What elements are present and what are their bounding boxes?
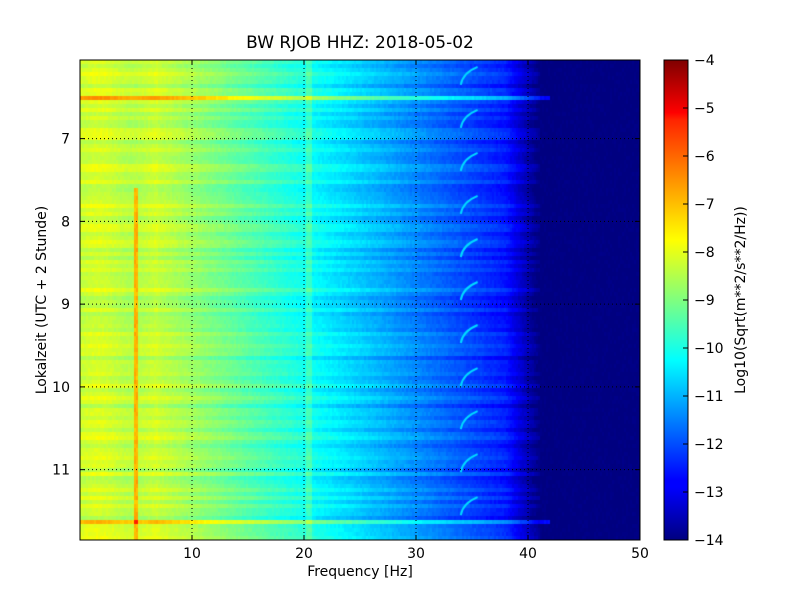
x-tick-label: 30 bbox=[407, 546, 425, 562]
spectrogram-heatmap bbox=[80, 60, 640, 540]
x-tick-label: 50 bbox=[631, 546, 649, 562]
heatmap-image bbox=[80, 60, 640, 540]
colorbar-tick-label: −9 bbox=[694, 293, 715, 309]
y-tick-label: 8 bbox=[61, 214, 70, 230]
grid-lines bbox=[80, 60, 640, 540]
colorbar-tick-label: −13 bbox=[694, 485, 724, 501]
y-axis-label: Lokalzeit (UTC + 2 Stunde) bbox=[34, 206, 50, 395]
x-tick-label: 40 bbox=[519, 546, 537, 562]
colorbar: −4 −5 −6 −7 −8 −9 −10 −11 −12 −13 −14 bbox=[663, 53, 724, 549]
plot-area: 10 20 30 40 50 7 8 9 10 11 bbox=[52, 59, 649, 562]
colorbar-tick-label: −4 bbox=[694, 53, 715, 69]
colorbar-tick-label: −10 bbox=[694, 341, 724, 357]
colorbar-ticks: −4 −5 −6 −7 −8 −9 −10 −11 −12 −13 −14 bbox=[683, 53, 724, 549]
y-tick-label: 7 bbox=[61, 132, 70, 148]
y-axis-ticks: 7 8 9 10 11 bbox=[52, 132, 640, 479]
colorbar-tick-label: −12 bbox=[694, 437, 724, 453]
x-axis-label: Frequency [Hz] bbox=[307, 564, 413, 580]
colorbar-label: Log10(Sqrt(m**2/s**2/Hz)) bbox=[733, 206, 749, 394]
chart-title: BW RJOB HHZ: 2018-05-02 bbox=[246, 33, 474, 53]
colorbar-tick-label: −5 bbox=[694, 101, 715, 117]
colorbar-tick-label: −6 bbox=[694, 149, 715, 165]
x-tick-label: 10 bbox=[183, 546, 201, 562]
colorbar-tick-label: −11 bbox=[694, 389, 724, 405]
y-tick-label: 9 bbox=[61, 297, 70, 313]
colorbar-tick-label: −8 bbox=[694, 245, 715, 261]
y-tick-label: 11 bbox=[52, 463, 70, 479]
plot-frame bbox=[79, 59, 641, 541]
x-tick-label: 20 bbox=[295, 546, 313, 562]
colorbar-tick-label: −7 bbox=[694, 197, 715, 213]
x-axis-ticks: 10 20 30 40 50 bbox=[183, 60, 649, 562]
colorbar-tick-label: −14 bbox=[694, 533, 724, 549]
y-tick-label: 10 bbox=[52, 380, 70, 396]
